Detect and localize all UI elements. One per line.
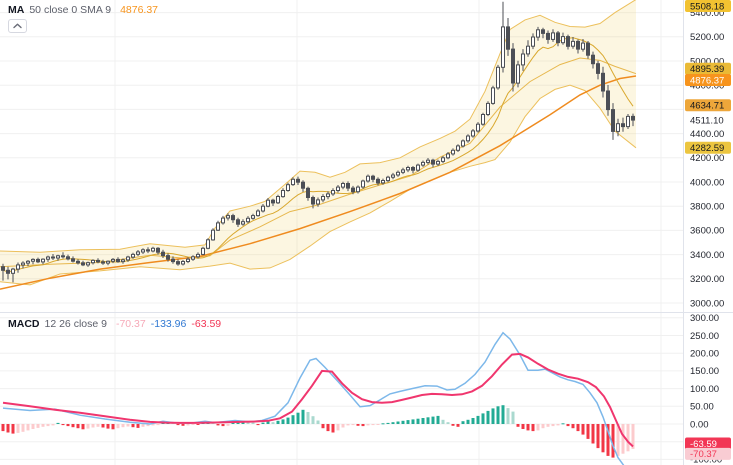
macd-signal-line	[2, 352, 634, 448]
candles	[1, 1, 635, 283]
bollinger-lower-line	[0, 84, 637, 286]
price-tick-label: 3800.00	[690, 202, 724, 213]
svg-text:-63.59: -63.59	[690, 439, 717, 450]
price-panel[interactable]	[0, 0, 637, 290]
macd-tick-label: 250.00	[690, 331, 719, 342]
price-tick-label: 4200.00	[690, 153, 724, 164]
svg-text:4282.59: 4282.59	[690, 143, 724, 154]
price-tick-label: 3600.00	[690, 226, 724, 237]
bollinger-upper-line	[0, 0, 637, 253]
price-tick-label: 5000.00	[690, 56, 724, 67]
last-price-label: 4511.10	[690, 116, 724, 127]
svg-text:5508.18: 5508.18	[690, 1, 724, 12]
price-badge: 4634.71	[685, 99, 731, 112]
price-tick-label: 4000.00	[690, 177, 724, 188]
macd-tick-label: 100.00	[690, 384, 719, 395]
macd-badge: -70.37	[685, 447, 731, 460]
price-axis[interactable]: 5400.005200.005000.004800.004400.004200.…	[685, 0, 731, 465]
svg-text:4634.71: 4634.71	[690, 101, 724, 112]
ma50-line	[0, 75, 637, 290]
macd-tick-label: 50.00	[690, 402, 714, 413]
svg-text:4895.39: 4895.39	[690, 64, 724, 75]
macd-histogram	[1, 405, 635, 458]
price-tick-label: 3000.00	[690, 298, 724, 309]
grid-lines	[0, 0, 683, 465]
collapse-panel-button[interactable]	[8, 19, 27, 33]
svg-text:-70.37: -70.37	[690, 449, 717, 460]
macd-tick-label: 200.00	[690, 349, 719, 360]
chevron-up-icon	[13, 23, 22, 29]
macd-panel[interactable]	[1, 331, 635, 465]
macd-tick-label: 150.00	[690, 366, 719, 377]
price-tick-label: 3200.00	[690, 274, 724, 285]
price-badge: 4282.59	[685, 141, 731, 154]
price-badge: 4876.37	[685, 74, 731, 86]
price-tick-label: 3400.00	[690, 250, 724, 261]
svg-text:4876.37: 4876.37	[690, 75, 724, 86]
macd-badge: -63.59	[685, 437, 731, 450]
price-badge: 5508.18	[685, 0, 731, 12]
price-tick-label: 5200.00	[690, 32, 724, 43]
price-tick-label: 4400.00	[690, 129, 724, 140]
price-tick-label: 5400.00	[690, 8, 724, 19]
price-badge: 4895.39	[685, 62, 731, 75]
macd-tick-label: 0.00	[690, 419, 709, 430]
macd-tick-label: 300.00	[690, 313, 719, 324]
